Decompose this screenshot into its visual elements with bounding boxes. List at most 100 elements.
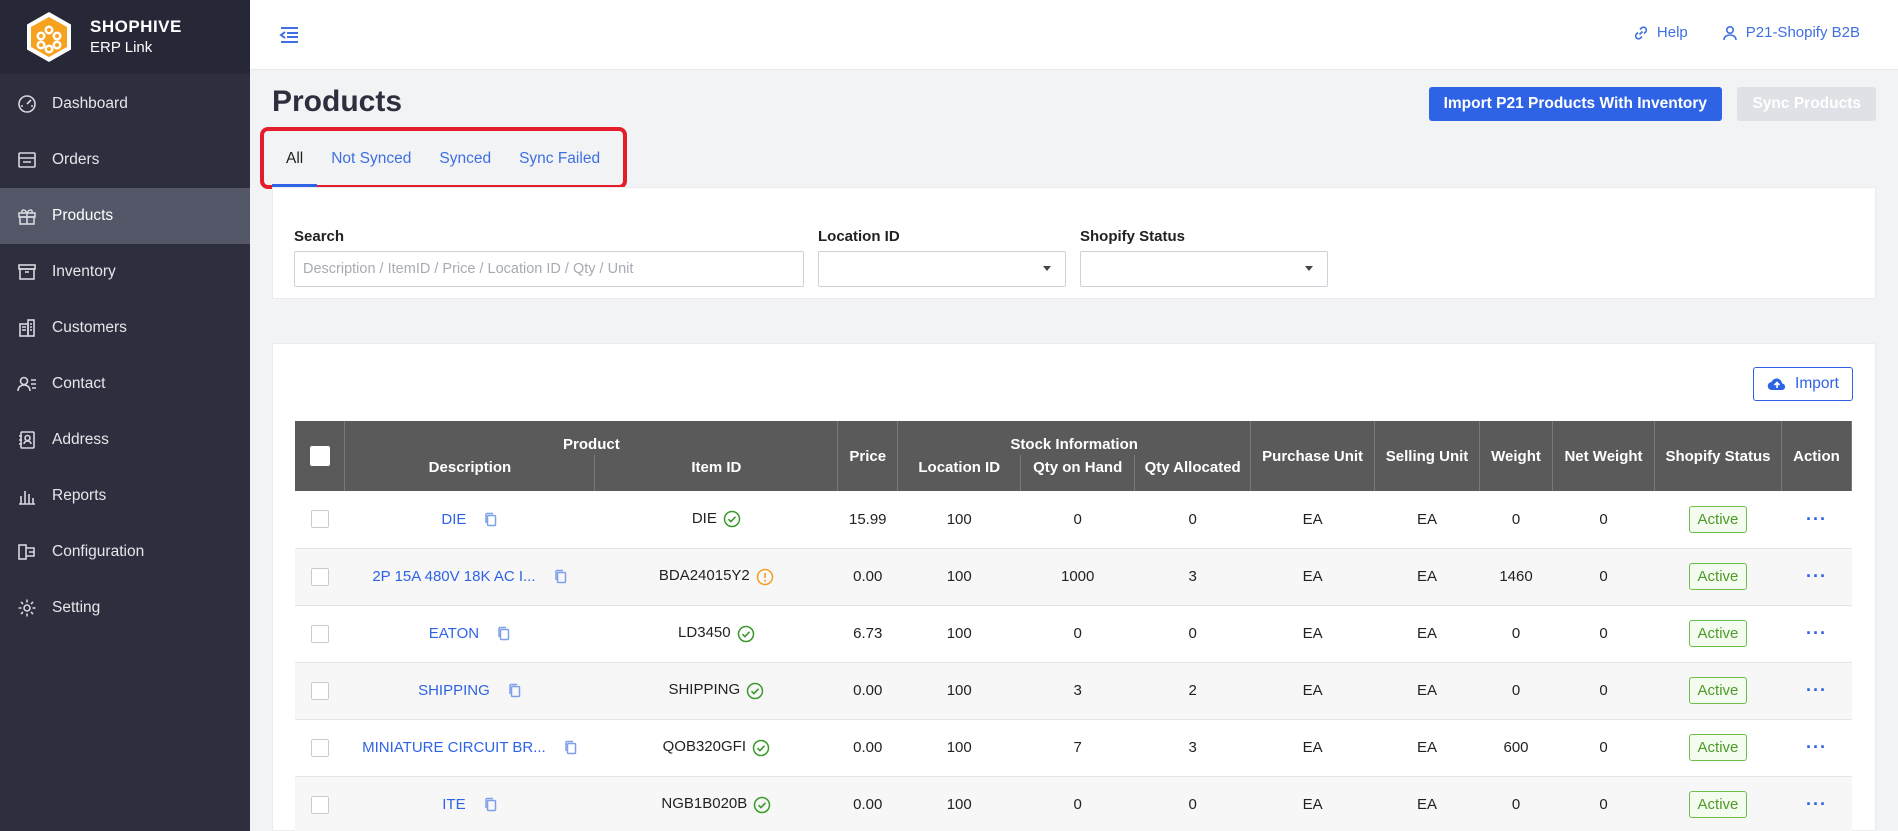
sidebar-item-contact[interactable]: Contact — [0, 356, 250, 412]
qty-allocated-cell: 0 — [1134, 491, 1251, 549]
stock-information-header: Stock Information — [897, 421, 1252, 455]
product-description-link[interactable]: SHIPPING — [418, 681, 490, 699]
product-description-link[interactable]: 2P 15A 480V 18K AC I... — [372, 567, 536, 585]
copy-icon[interactable] — [497, 626, 511, 642]
more-actions-icon[interactable]: ··· — [1805, 566, 1827, 586]
row-checkbox[interactable] — [310, 567, 329, 586]
item-id: SHIPPING — [668, 681, 741, 699]
row-checkbox[interactable] — [310, 624, 329, 643]
row-checkbox[interactable] — [310, 795, 329, 814]
item-id: BDA24015Y2 — [658, 567, 750, 585]
location-id-header: Location ID — [897, 455, 1022, 491]
sidebar-item-label: Customers — [52, 319, 127, 336]
weight-cell: 600 — [1479, 719, 1553, 777]
sidebar-item-address[interactable]: Address — [0, 412, 250, 468]
shopify-status-cell: Active — [1654, 491, 1782, 549]
net-weight-cell: 0 — [1552, 662, 1655, 720]
qty-allocated-header: Qty Allocated — [1134, 455, 1252, 491]
status-badge: Active — [1688, 563, 1748, 590]
sidebar-nav: Dashboard Orders Products Inventory Cust… — [0, 76, 250, 636]
shopify-status-cell: Active — [1654, 548, 1782, 606]
tab-sync-failed[interactable]: Sync Failed — [519, 150, 601, 167]
copy-icon[interactable] — [508, 683, 522, 699]
copy-icon[interactable] — [564, 740, 578, 756]
product-description-link[interactable]: EATON — [428, 624, 480, 642]
import-button[interactable]: Import — [1753, 367, 1853, 401]
sidebar-item-configuration[interactable]: Configuration — [0, 524, 250, 580]
sidebar-item-label: Contact — [52, 375, 106, 392]
sidebar-item-products[interactable]: Products — [0, 188, 250, 244]
check-circle-icon — [723, 510, 741, 528]
tab-synced[interactable]: Synced — [439, 150, 492, 167]
more-actions-icon[interactable]: ··· — [1805, 737, 1827, 757]
purchase-unit-cell: EA — [1250, 491, 1375, 549]
topbar: Help P21-Shopify B2B — [250, 0, 1898, 70]
sidebar-item-label: Inventory — [52, 263, 116, 280]
sidebar-item-customers[interactable]: Customers — [0, 300, 250, 356]
item-id: NGB1B020B — [661, 795, 748, 813]
search-input[interactable] — [294, 251, 804, 287]
more-actions-icon[interactable]: ··· — [1805, 508, 1827, 529]
brand-name: SHOPHIVE — [90, 17, 182, 37]
item-id-cell: NGB1B020B — [594, 776, 838, 831]
copy-icon[interactable] — [484, 512, 498, 528]
shopify-status-filter: Shopify Status — [1080, 228, 1328, 287]
item-id: DIE — [691, 510, 717, 528]
item-id-cell: LD3450 — [594, 605, 838, 663]
net-weight-cell: 0 — [1552, 491, 1655, 549]
row-checkbox[interactable] — [310, 681, 329, 700]
sidebar-item-orders[interactable]: Orders — [0, 132, 250, 188]
description-cell: ITE — [344, 776, 595, 831]
import-p21-products-button[interactable]: Import P21 Products With Inventory — [1428, 87, 1722, 121]
product-description-link[interactable]: ITE — [442, 795, 466, 813]
status-badge: Active — [1688, 620, 1748, 647]
description-cell: MINIATURE CIRCUIT BR... — [344, 719, 595, 777]
sidebar-item-dashboard[interactable]: Dashboard — [0, 76, 250, 132]
gift-icon — [16, 205, 38, 227]
page-title: Products — [272, 85, 403, 118]
weight-cell: 0 — [1479, 776, 1553, 831]
net-weight-cell: 0 — [1552, 548, 1655, 606]
shopify-status-select[interactable] — [1080, 251, 1328, 287]
account-menu[interactable]: P21-Shopify B2B — [1722, 24, 1860, 41]
location-select[interactable] — [818, 251, 1066, 287]
sidebar-item-inventory[interactable]: Inventory — [0, 244, 250, 300]
product-description-link[interactable]: MINIATURE CIRCUIT BR... — [362, 738, 546, 756]
tab-not-synced[interactable]: Not Synced — [331, 150, 412, 167]
sidebar-item-reports[interactable]: Reports — [0, 468, 250, 524]
configuration-icon — [16, 541, 38, 563]
sidebar-item-setting[interactable]: Setting — [0, 580, 250, 636]
selling-unit-cell: EA — [1374, 662, 1480, 720]
check-circle-icon — [737, 625, 755, 643]
location-id-cell: 100 — [897, 662, 1021, 720]
action-cell: ··· — [1781, 548, 1852, 606]
link-icon — [1634, 25, 1647, 40]
table-row: ITE NGB1B020B 0.00 100 0 0 EA EA 0 0 Active ··· — [295, 776, 1852, 831]
purchase-unit-header: Purchase Unit — [1250, 421, 1376, 491]
more-actions-icon[interactable]: ··· — [1805, 794, 1827, 814]
products-table-card: Import Product Price Stock Information P… — [272, 343, 1876, 831]
product-description-link[interactable]: DIE — [441, 510, 467, 528]
more-actions-icon[interactable]: ··· — [1805, 623, 1827, 643]
item-id-header: Item ID — [594, 455, 839, 491]
action-cell: ··· — [1781, 719, 1852, 777]
sidebar: SHOPHIVE ERP Link Dashboard Orders Produ… — [0, 0, 250, 831]
row-checkbox[interactable] — [310, 510, 329, 529]
sidebar-item-label: Reports — [52, 487, 107, 504]
selling-unit-cell: EA — [1374, 605, 1480, 663]
help-link[interactable]: Help — [1633, 24, 1688, 41]
weight-header: Weight — [1479, 421, 1554, 491]
description-cell: DIE — [344, 491, 595, 549]
tab-all[interactable]: All — [272, 147, 318, 187]
row-checkbox[interactable] — [310, 738, 329, 757]
net-weight-cell: 0 — [1552, 719, 1655, 777]
weight-cell: 0 — [1479, 605, 1553, 663]
location-id-cell: 100 — [897, 491, 1021, 549]
caret-down-icon — [1043, 266, 1051, 271]
menu-fold-icon[interactable] — [278, 24, 300, 46]
orders-icon — [16, 149, 38, 171]
select-all-checkbox[interactable] — [309, 446, 330, 466]
more-actions-icon[interactable]: ··· — [1805, 680, 1827, 700]
copy-icon[interactable] — [484, 797, 498, 813]
copy-icon[interactable] — [554, 569, 568, 585]
